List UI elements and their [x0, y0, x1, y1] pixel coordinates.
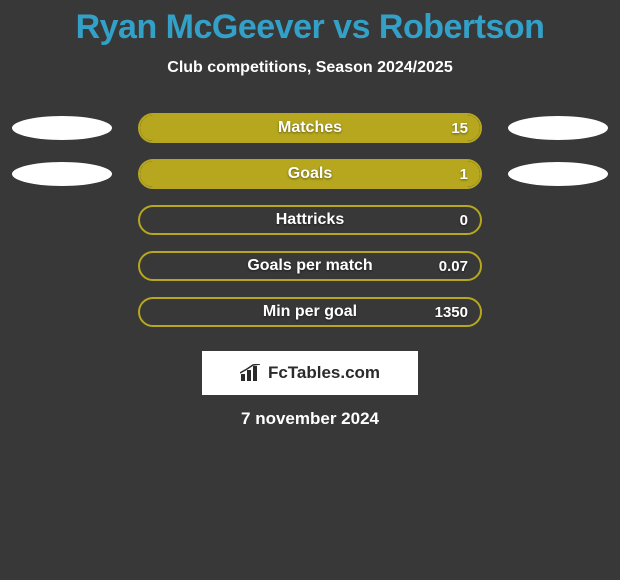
- stat-bar: Goals1: [138, 159, 482, 189]
- date-text: 7 november 2024: [0, 409, 620, 429]
- stat-label: Min per goal: [140, 299, 480, 325]
- subtitle: Club competitions, Season 2024/2025: [0, 59, 620, 77]
- comparison-card: Ryan McGeever vs Robertson Club competit…: [0, 0, 620, 429]
- logo-text: FcTables.com: [268, 363, 380, 383]
- left-ellipse: [12, 162, 112, 186]
- stat-value: 0: [460, 207, 468, 233]
- stat-row: Hattricks0: [0, 197, 620, 243]
- stat-row: Goals per match0.07: [0, 243, 620, 289]
- stat-bars: Matches15 Goals1 Hattricks0 Goals per match…: [0, 105, 620, 335]
- stat-bar-fill: [140, 161, 480, 187]
- right-ellipse: [508, 116, 608, 140]
- right-ellipse: [508, 162, 608, 186]
- left-ellipse: [12, 116, 112, 140]
- stat-value: 0.07: [439, 253, 468, 279]
- stat-label: Goals per match: [140, 253, 480, 279]
- stat-value: 1350: [435, 299, 468, 325]
- stat-row: Goals1: [0, 151, 620, 197]
- stat-bar-fill: [140, 115, 480, 141]
- stat-row: Matches15: [0, 105, 620, 151]
- stat-bar: Matches15: [138, 113, 482, 143]
- bar-chart-icon: [240, 364, 262, 382]
- page-title: Ryan McGeever vs Robertson: [0, 8, 620, 47]
- logo-box[interactable]: FcTables.com: [202, 351, 418, 395]
- stat-bar: Hattricks0: [138, 205, 482, 235]
- stat-row: Min per goal1350: [0, 289, 620, 335]
- logo: FcTables.com: [240, 363, 380, 383]
- stat-bar: Min per goal1350: [138, 297, 482, 327]
- stat-label: Hattricks: [140, 207, 480, 233]
- stat-bar: Goals per match0.07: [138, 251, 482, 281]
